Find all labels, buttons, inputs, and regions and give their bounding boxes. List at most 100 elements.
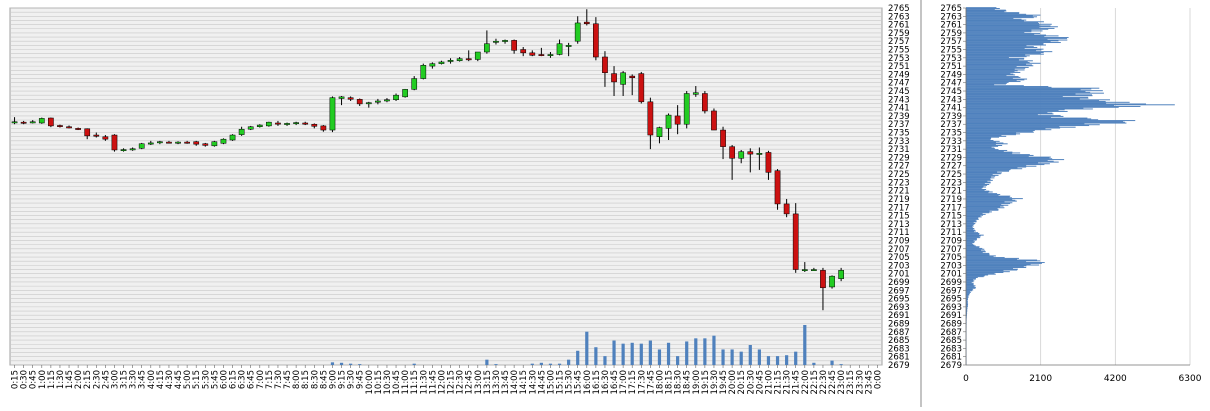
profile-bar: [966, 228, 975, 229]
profile-bar: [966, 71, 1021, 73]
candle-body: [193, 141, 200, 145]
x-tick-label: 5:00: [183, 370, 193, 389]
profile-bar: [966, 291, 971, 293]
profile-bar: [966, 108, 1093, 110]
profile-bar: [966, 315, 967, 317]
profile-bar: [966, 96, 1089, 98]
profile-bar: [966, 295, 969, 297]
profile-bar: [966, 200, 1017, 202]
profile-bar: [966, 56, 1009, 58]
y-tick-label: 2687: [888, 328, 910, 338]
candle-body: [638, 73, 645, 103]
profile-y-tick-label: 2691: [940, 311, 962, 321]
candle-body: [738, 151, 745, 159]
candle-body: [157, 141, 163, 144]
profile-bar: [966, 125, 1090, 127]
profile-bar: [966, 156, 1051, 158]
profile-bar: [966, 47, 1025, 49]
profile-bar: [966, 193, 998, 195]
profile-bar: [966, 132, 1017, 134]
profile-bar: [966, 188, 982, 190]
y-tick-label: 2699: [888, 278, 910, 288]
candle-body: [792, 213, 799, 270]
candle-body: [311, 123, 318, 127]
profile-bar: [966, 169, 1010, 171]
profile-bar: [966, 309, 968, 311]
profile-bar: [966, 130, 1033, 132]
candle-body: [229, 134, 236, 141]
y-tick-label: 2701: [888, 270, 910, 280]
profile-bar: [966, 8, 1000, 9]
profile-bar: [966, 113, 1054, 115]
y-tick-label: 2721: [888, 187, 910, 197]
x-tick-label: 22:30: [819, 370, 829, 395]
profile-bar: [966, 294, 970, 296]
profile-bar: [966, 140, 994, 141]
candle-body: [520, 49, 527, 54]
profile-y-tick-label: 2707: [940, 245, 962, 255]
profile-bar: [966, 138, 991, 140]
candle-body: [11, 121, 18, 124]
y-tick-label: 2695: [888, 295, 910, 305]
profile-bar: [966, 141, 996, 143]
profile-y-tick-label: 2705: [940, 253, 962, 263]
profile-y-tick-label: 2741: [940, 104, 962, 114]
x-tick-label: 16:15: [592, 370, 602, 395]
profile-bar: [966, 87, 1100, 89]
candle-body: [66, 126, 72, 129]
profile-bar: [966, 37, 1069, 39]
profile-bar: [966, 119, 1099, 121]
y-tick-label: 2749: [888, 70, 910, 80]
profile-bar: [966, 202, 1013, 204]
volume-bar: [676, 356, 680, 365]
volume-bar: [539, 362, 543, 365]
profile-bar: [966, 278, 976, 280]
x-tick-label: 1:45: [65, 370, 75, 389]
profile-bar: [966, 57, 1025, 59]
y-tick-label: 2731: [888, 145, 910, 155]
candle-body: [175, 141, 181, 144]
candle-body: [184, 141, 190, 144]
profile-bar: [966, 50, 1037, 52]
x-tick-label: 18:30: [674, 370, 684, 395]
profile-bar: [966, 82, 1008, 84]
profile-bar: [966, 249, 982, 251]
y-tick-label: 2719: [888, 195, 910, 205]
profile-bar: [966, 239, 977, 241]
profile-bar: [966, 272, 1004, 273]
candle-body: [84, 128, 91, 137]
y-tick-label: 2705: [888, 253, 910, 263]
x-tick-label: 9:30: [347, 370, 357, 389]
profile-bar: [966, 65, 1034, 67]
profile-bar: [966, 296, 969, 298]
x-tick-label: 16:00: [583, 370, 593, 395]
x-tick-label: 7:30: [274, 370, 284, 389]
profile-y-tick-label: 2709: [940, 236, 962, 246]
x-tick-label: 15:00: [546, 370, 556, 395]
x-tick-label: 19:15: [701, 370, 711, 395]
profile-bar: [966, 243, 974, 245]
profile-bar: [966, 214, 984, 216]
volume-bar: [594, 347, 598, 365]
profile-bar: [966, 159, 1065, 161]
x-tick-label: 11:00: [401, 370, 411, 395]
y-tick-label: 2707: [888, 245, 910, 255]
profile-bar: [966, 22, 1039, 24]
x-tick-label: 23:45: [864, 370, 874, 395]
profile-bar: [966, 154, 1034, 156]
volume-bar: [785, 355, 789, 365]
profile-bar: [966, 184, 988, 186]
candle-body: [465, 58, 472, 61]
profile-bar: [966, 167, 1018, 169]
profile-bar: [966, 219, 976, 221]
profile-bar: [966, 120, 1124, 122]
profile-bar: [966, 286, 976, 288]
candle-body: [375, 100, 381, 103]
profile-bar: [966, 71, 1015, 73]
profile-bar: [966, 220, 977, 222]
profile-bar: [966, 168, 1023, 170]
profile-bar: [966, 116, 1051, 118]
profile-bar: [966, 172, 1002, 174]
x-tick-label: 4:45: [174, 370, 184, 389]
profile-bar: [966, 51, 1053, 53]
